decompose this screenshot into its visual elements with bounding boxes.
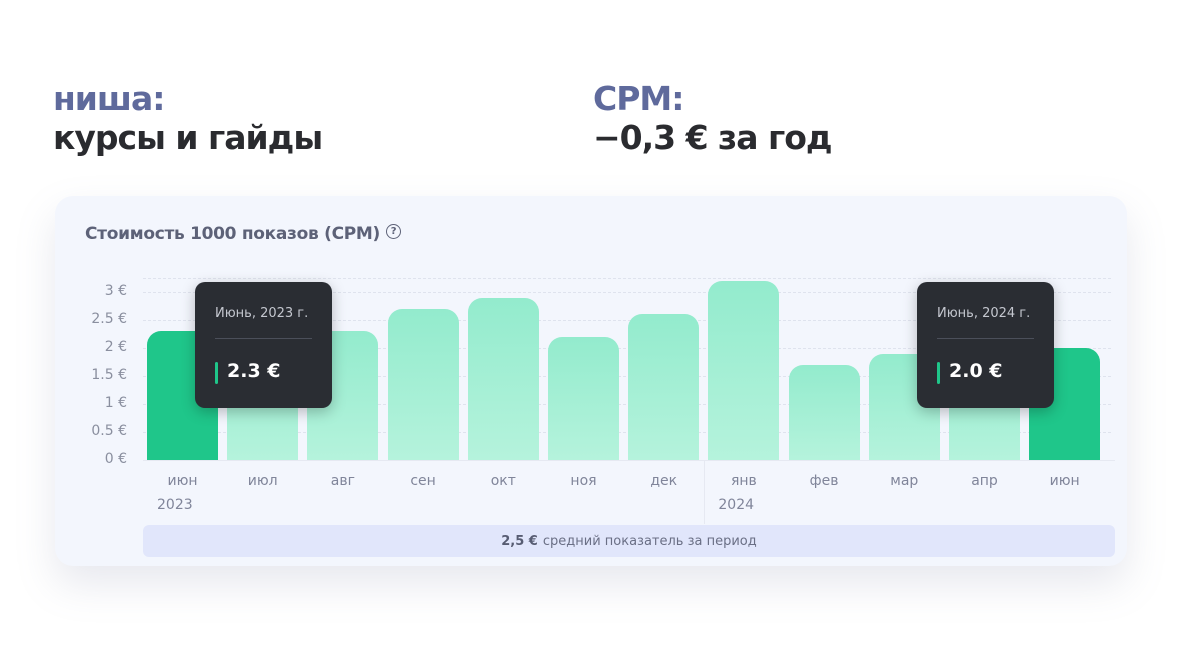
x-axis-line — [143, 460, 1115, 461]
x-axis-label: авг — [330, 473, 355, 489]
gridline — [143, 432, 1111, 433]
x-axis-label: ноя — [570, 473, 597, 489]
year-label: 2024 — [718, 497, 755, 513]
average-summary: 2,5 € средний показатель за период — [143, 525, 1115, 557]
tooltip-value: 2.0 € — [949, 360, 1003, 382]
cpm-label: CPM: — [593, 79, 684, 118]
bar-фев[interactable] — [788, 364, 860, 460]
niche-value: курсы и гайды — [53, 118, 323, 157]
gridline — [143, 278, 1111, 279]
average-value: 2,5 € — [501, 533, 538, 549]
niche-label: ниша: — [53, 79, 165, 118]
bar-дек[interactable] — [628, 314, 700, 460]
bar-окт[interactable] — [467, 297, 539, 460]
tooltip-date: Июнь, 2024 г. — [937, 306, 1031, 321]
x-axis-label: сен — [410, 473, 436, 489]
tooltip-divider — [215, 338, 312, 339]
year-label: 2023 — [157, 497, 193, 513]
series-marker-icon — [215, 362, 218, 384]
niche-headline: ниша: курсы и гайды — [53, 79, 323, 158]
y-axis-tick: 2.5 € — [91, 311, 127, 327]
x-axis-label: окт — [490, 473, 516, 489]
tooltip-divider — [937, 338, 1034, 339]
average-text: средний показатель за период — [542, 533, 757, 549]
question-circle-icon[interactable]: ? — [386, 223, 401, 239]
cpm-chart-card: Стоимость 1000 показов (CPM) ? 0 € 0.5 € 1… — [55, 196, 1127, 566]
tooltip-june-2023: Июнь, 2023 г. 2.3 € — [195, 282, 332, 408]
chart-title: Стоимость 1000 показов (CPM) ? — [85, 223, 401, 244]
tooltip-date: Июнь, 2023 г. — [215, 306, 309, 321]
year-divider — [704, 460, 706, 524]
gridline — [143, 348, 1111, 349]
x-axis-label: июл — [247, 473, 278, 489]
gridline — [143, 404, 1111, 405]
bar-ноя[interactable] — [548, 336, 619, 460]
x-axis-label: июн — [167, 473, 198, 489]
y-axis-tick: 1 € — [104, 395, 127, 411]
gridline — [143, 292, 1111, 293]
y-axis-tick: 0 € — [104, 451, 127, 467]
bar-янв[interactable] — [708, 280, 780, 460]
tooltip-value: 2.3 € — [227, 360, 281, 382]
gridline — [143, 320, 1111, 321]
x-axis-label: дек — [650, 473, 678, 489]
bar-сен[interactable] — [387, 308, 459, 460]
x-axis-label: мар — [890, 473, 919, 489]
x-axis-label: июн — [1049, 473, 1080, 489]
x-axis-label: фев — [809, 473, 839, 489]
y-axis-tick: 1.5 € — [91, 367, 127, 383]
x-axis-label: янв — [730, 473, 757, 489]
x-axis-label: апр — [971, 473, 998, 489]
y-axis-tick: 0.5 € — [91, 423, 127, 439]
cpm-change-value: −0,3 € за год — [593, 118, 833, 157]
gridline — [143, 376, 1111, 377]
y-axis-tick: 3 € — [104, 283, 127, 299]
y-axis-tick: 2 € — [104, 339, 127, 355]
cpm-headline: CPM: −0,3 € за год — [593, 79, 833, 158]
tooltip-june-2024: Июнь, 2024 г. 2.0 € — [917, 282, 1054, 408]
series-marker-icon — [937, 362, 940, 384]
bar-chart: 0 € 0.5 € 1 € 1.5 € 2 € 2.5 € 3 € июн июл авг сен о… — [55, 196, 1127, 566]
chart-title-text: Стоимость 1000 показов (CPM) — [85, 224, 380, 244]
